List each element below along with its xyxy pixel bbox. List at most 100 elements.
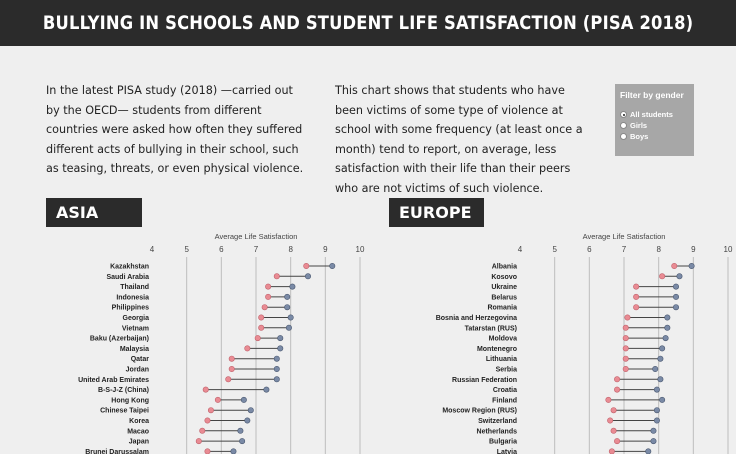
filter-option-boys[interactable]: Boys xyxy=(620,131,689,142)
filter-option-all[interactable]: All students xyxy=(620,109,689,120)
victim-point xyxy=(607,417,614,424)
country-label: Jordan xyxy=(126,367,149,374)
country-label: Montenegro xyxy=(477,346,517,353)
nonvictim-point xyxy=(289,283,296,290)
tick-label: 5 xyxy=(184,245,189,254)
victim-point xyxy=(228,355,235,362)
victim-point xyxy=(622,355,629,362)
country-label: B-S-J-Z (China) xyxy=(98,387,149,394)
country-label: Ukraine xyxy=(491,284,517,291)
country-label: Romania xyxy=(487,305,517,312)
nonvictim-point xyxy=(230,448,237,454)
victim-point xyxy=(265,283,272,290)
tick-label: 6 xyxy=(587,245,592,254)
nonvictim-point xyxy=(662,335,669,342)
victim-point xyxy=(195,438,202,445)
nonvictim-point xyxy=(273,376,280,383)
country-label: Finland xyxy=(492,397,517,404)
country-label: Saudi Arabia xyxy=(106,274,149,281)
nonvictim-point xyxy=(285,324,292,331)
victim-point xyxy=(303,262,310,269)
nonvictim-point xyxy=(237,427,244,434)
victim-point xyxy=(273,273,280,280)
nonvictim-point xyxy=(653,407,660,414)
tick-label: 8 xyxy=(656,245,661,254)
tick-label: 9 xyxy=(691,245,696,254)
victim-point xyxy=(614,376,621,383)
tick-label: 6 xyxy=(219,245,224,254)
country-label: Moldova xyxy=(489,336,517,343)
nonvictim-point xyxy=(244,417,251,424)
country-label: Malaysia xyxy=(120,346,149,353)
nonvictim-point xyxy=(273,366,280,373)
nonvictim-point xyxy=(650,438,657,445)
gender-filter: Filter by gender All students Girls Boys xyxy=(615,84,694,156)
country-label: Baku (Azerbaijan) xyxy=(90,336,149,343)
victim-point xyxy=(254,335,261,342)
nonvictim-point xyxy=(329,262,336,269)
asia-dumbbell-chart: Average Life Satisfaction 4 5 6 7 8 9 10 Kazakhs… xyxy=(78,232,365,454)
nonvictim-point xyxy=(664,324,671,331)
victim-point xyxy=(265,293,272,300)
filter-option-label: All students xyxy=(630,110,673,119)
nonvictim-point xyxy=(657,376,664,383)
victim-point xyxy=(614,386,621,393)
nonvictim-point xyxy=(672,304,679,311)
country-label: Thailand xyxy=(120,284,149,291)
region-title-europe: EUROPE xyxy=(389,198,484,227)
country-label: Croatia xyxy=(493,387,517,394)
country-label: Georgia xyxy=(123,315,150,322)
filter-option-girls[interactable]: Girls xyxy=(620,120,689,131)
victim-point xyxy=(624,314,631,321)
nonvictim-point xyxy=(659,345,666,352)
country-label: Switzerland xyxy=(478,418,517,425)
victim-point xyxy=(622,366,629,373)
victim-point xyxy=(608,448,615,454)
tick-label: 10 xyxy=(356,245,365,254)
nonvictim-point xyxy=(676,273,683,280)
country-label: Kosovo xyxy=(491,274,517,281)
country-label: Bulgaria xyxy=(489,439,517,446)
nonvictim-point xyxy=(659,396,666,403)
country-label: Macao xyxy=(127,428,149,435)
victim-point xyxy=(261,304,268,311)
victim-point xyxy=(610,427,617,434)
country-label: Kazakhstan xyxy=(110,264,149,271)
tick-label: 4 xyxy=(150,245,155,254)
country-label: Philippines xyxy=(112,305,149,312)
victim-point xyxy=(622,324,629,331)
country-label: Serbia xyxy=(496,367,518,374)
intro-text-left: In the latest PISA study (2018) —carried… xyxy=(46,84,304,175)
nonvictim-point xyxy=(650,427,657,434)
nonvictim-point xyxy=(652,366,659,373)
nonvictim-point xyxy=(672,293,679,300)
country-label: Lithuania xyxy=(486,356,517,363)
victim-point xyxy=(605,396,612,403)
region-title-asia: ASIA xyxy=(46,198,142,227)
victim-point xyxy=(214,396,221,403)
tick-label: 7 xyxy=(254,245,259,254)
radio-icon xyxy=(620,133,627,140)
victim-point xyxy=(204,417,211,424)
radio-icon xyxy=(620,122,627,129)
axis-label: Average Life Satisfaction xyxy=(583,232,666,241)
country-label: Hong Kong xyxy=(111,397,149,404)
country-label: Qatar xyxy=(131,356,150,363)
filter-title: Filter by gender xyxy=(620,90,684,100)
nonvictim-point xyxy=(657,355,664,362)
victim-point xyxy=(659,273,666,280)
victim-point xyxy=(258,314,265,321)
tick-label: 10 xyxy=(724,245,733,254)
filter-option-label: Boys xyxy=(630,132,649,141)
nonvictim-point xyxy=(287,314,294,321)
victim-point xyxy=(633,283,640,290)
nonvictim-point xyxy=(277,335,284,342)
victim-point xyxy=(633,304,640,311)
filter-option-label: Girls xyxy=(630,121,648,130)
victim-point xyxy=(204,448,211,454)
victim-point xyxy=(225,376,232,383)
country-label: Chinese Taipei xyxy=(100,408,149,415)
page-title: BULLYING IN SCHOOLS AND STUDENT LIFE SAT… xyxy=(42,12,694,34)
victim-point xyxy=(633,293,640,300)
nonvictim-point xyxy=(653,386,660,393)
